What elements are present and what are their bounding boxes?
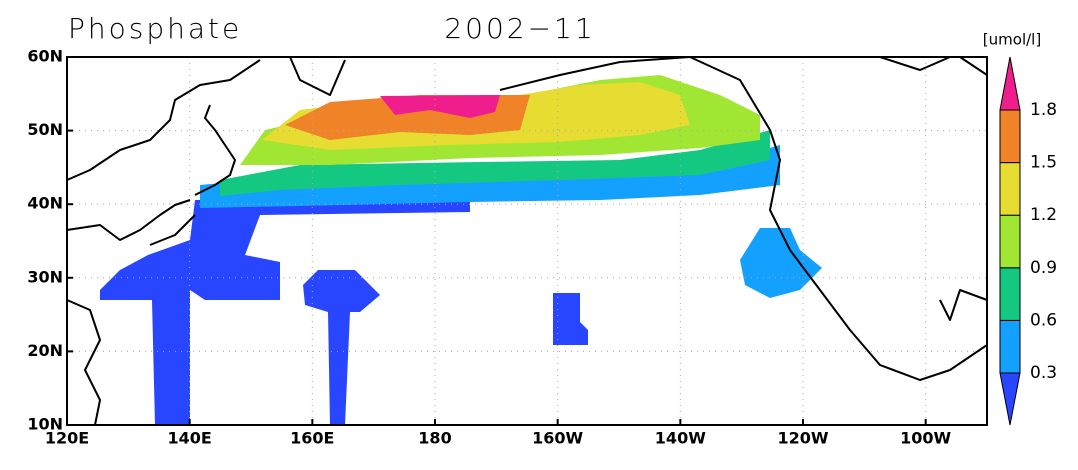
field-region bbox=[220, 130, 770, 196]
y-tick-label: 40N bbox=[27, 194, 63, 213]
colorbar-label: 0.6 bbox=[1030, 310, 1057, 330]
colorbar: 0.3 0.6 0.9 1.2 1.5 1.8 bbox=[999, 56, 1057, 426]
unit-label: [umol/l] bbox=[983, 31, 1041, 49]
x-tick-label: 120E bbox=[45, 429, 89, 448]
field-region bbox=[740, 228, 822, 298]
y-tick-label: 20N bbox=[27, 341, 63, 360]
colorbar-label: 1.8 bbox=[1030, 100, 1057, 120]
field-region bbox=[553, 293, 588, 345]
x-tick-label: 100W bbox=[900, 429, 951, 448]
colorbar-low bbox=[999, 372, 1021, 426]
phosphate-field bbox=[100, 75, 822, 425]
y-tick-label: 50N bbox=[27, 120, 63, 139]
colorbar-label: 0.9 bbox=[1030, 258, 1057, 278]
coastline bbox=[149, 104, 236, 246]
colorbar-bin bbox=[999, 109, 1021, 164]
colorbar-bin bbox=[999, 319, 1021, 374]
x-tick-label: 140E bbox=[168, 429, 212, 448]
colorbar-label: 1.2 bbox=[1030, 205, 1057, 225]
x-tick-label: 160W bbox=[532, 429, 583, 448]
x-tick-label: 140W bbox=[655, 429, 706, 448]
field-region bbox=[380, 95, 500, 118]
y-tick-label: 30N bbox=[27, 267, 63, 286]
y-tick-label: 10N bbox=[27, 415, 63, 434]
colorbar-high bbox=[999, 56, 1021, 111]
field-region bbox=[100, 197, 470, 425]
date: 2002−11 bbox=[444, 12, 595, 45]
x-tick-label: 120W bbox=[777, 429, 828, 448]
colorbar-label: 1.5 bbox=[1030, 153, 1057, 173]
title: Phosphate bbox=[68, 12, 242, 45]
colorbar-label: 0.3 bbox=[1030, 363, 1057, 383]
axes: 120E 140E 160E 180 160W 140W 120W 100W 10N 20N 30N… bbox=[27, 47, 951, 448]
field-region bbox=[303, 270, 380, 425]
x-tick-label: 180 bbox=[418, 429, 451, 448]
colorbar-bin bbox=[999, 267, 1021, 321]
coastlines bbox=[66, 56, 988, 426]
coastline bbox=[289, 56, 988, 381]
colorbar-bin bbox=[999, 162, 1021, 216]
y-tick-label: 60N bbox=[27, 47, 63, 66]
map-frame bbox=[66, 56, 988, 426]
colorbar-bin bbox=[999, 214, 1021, 269]
x-tick-label: 160E bbox=[290, 429, 334, 448]
coastline bbox=[66, 59, 261, 426]
